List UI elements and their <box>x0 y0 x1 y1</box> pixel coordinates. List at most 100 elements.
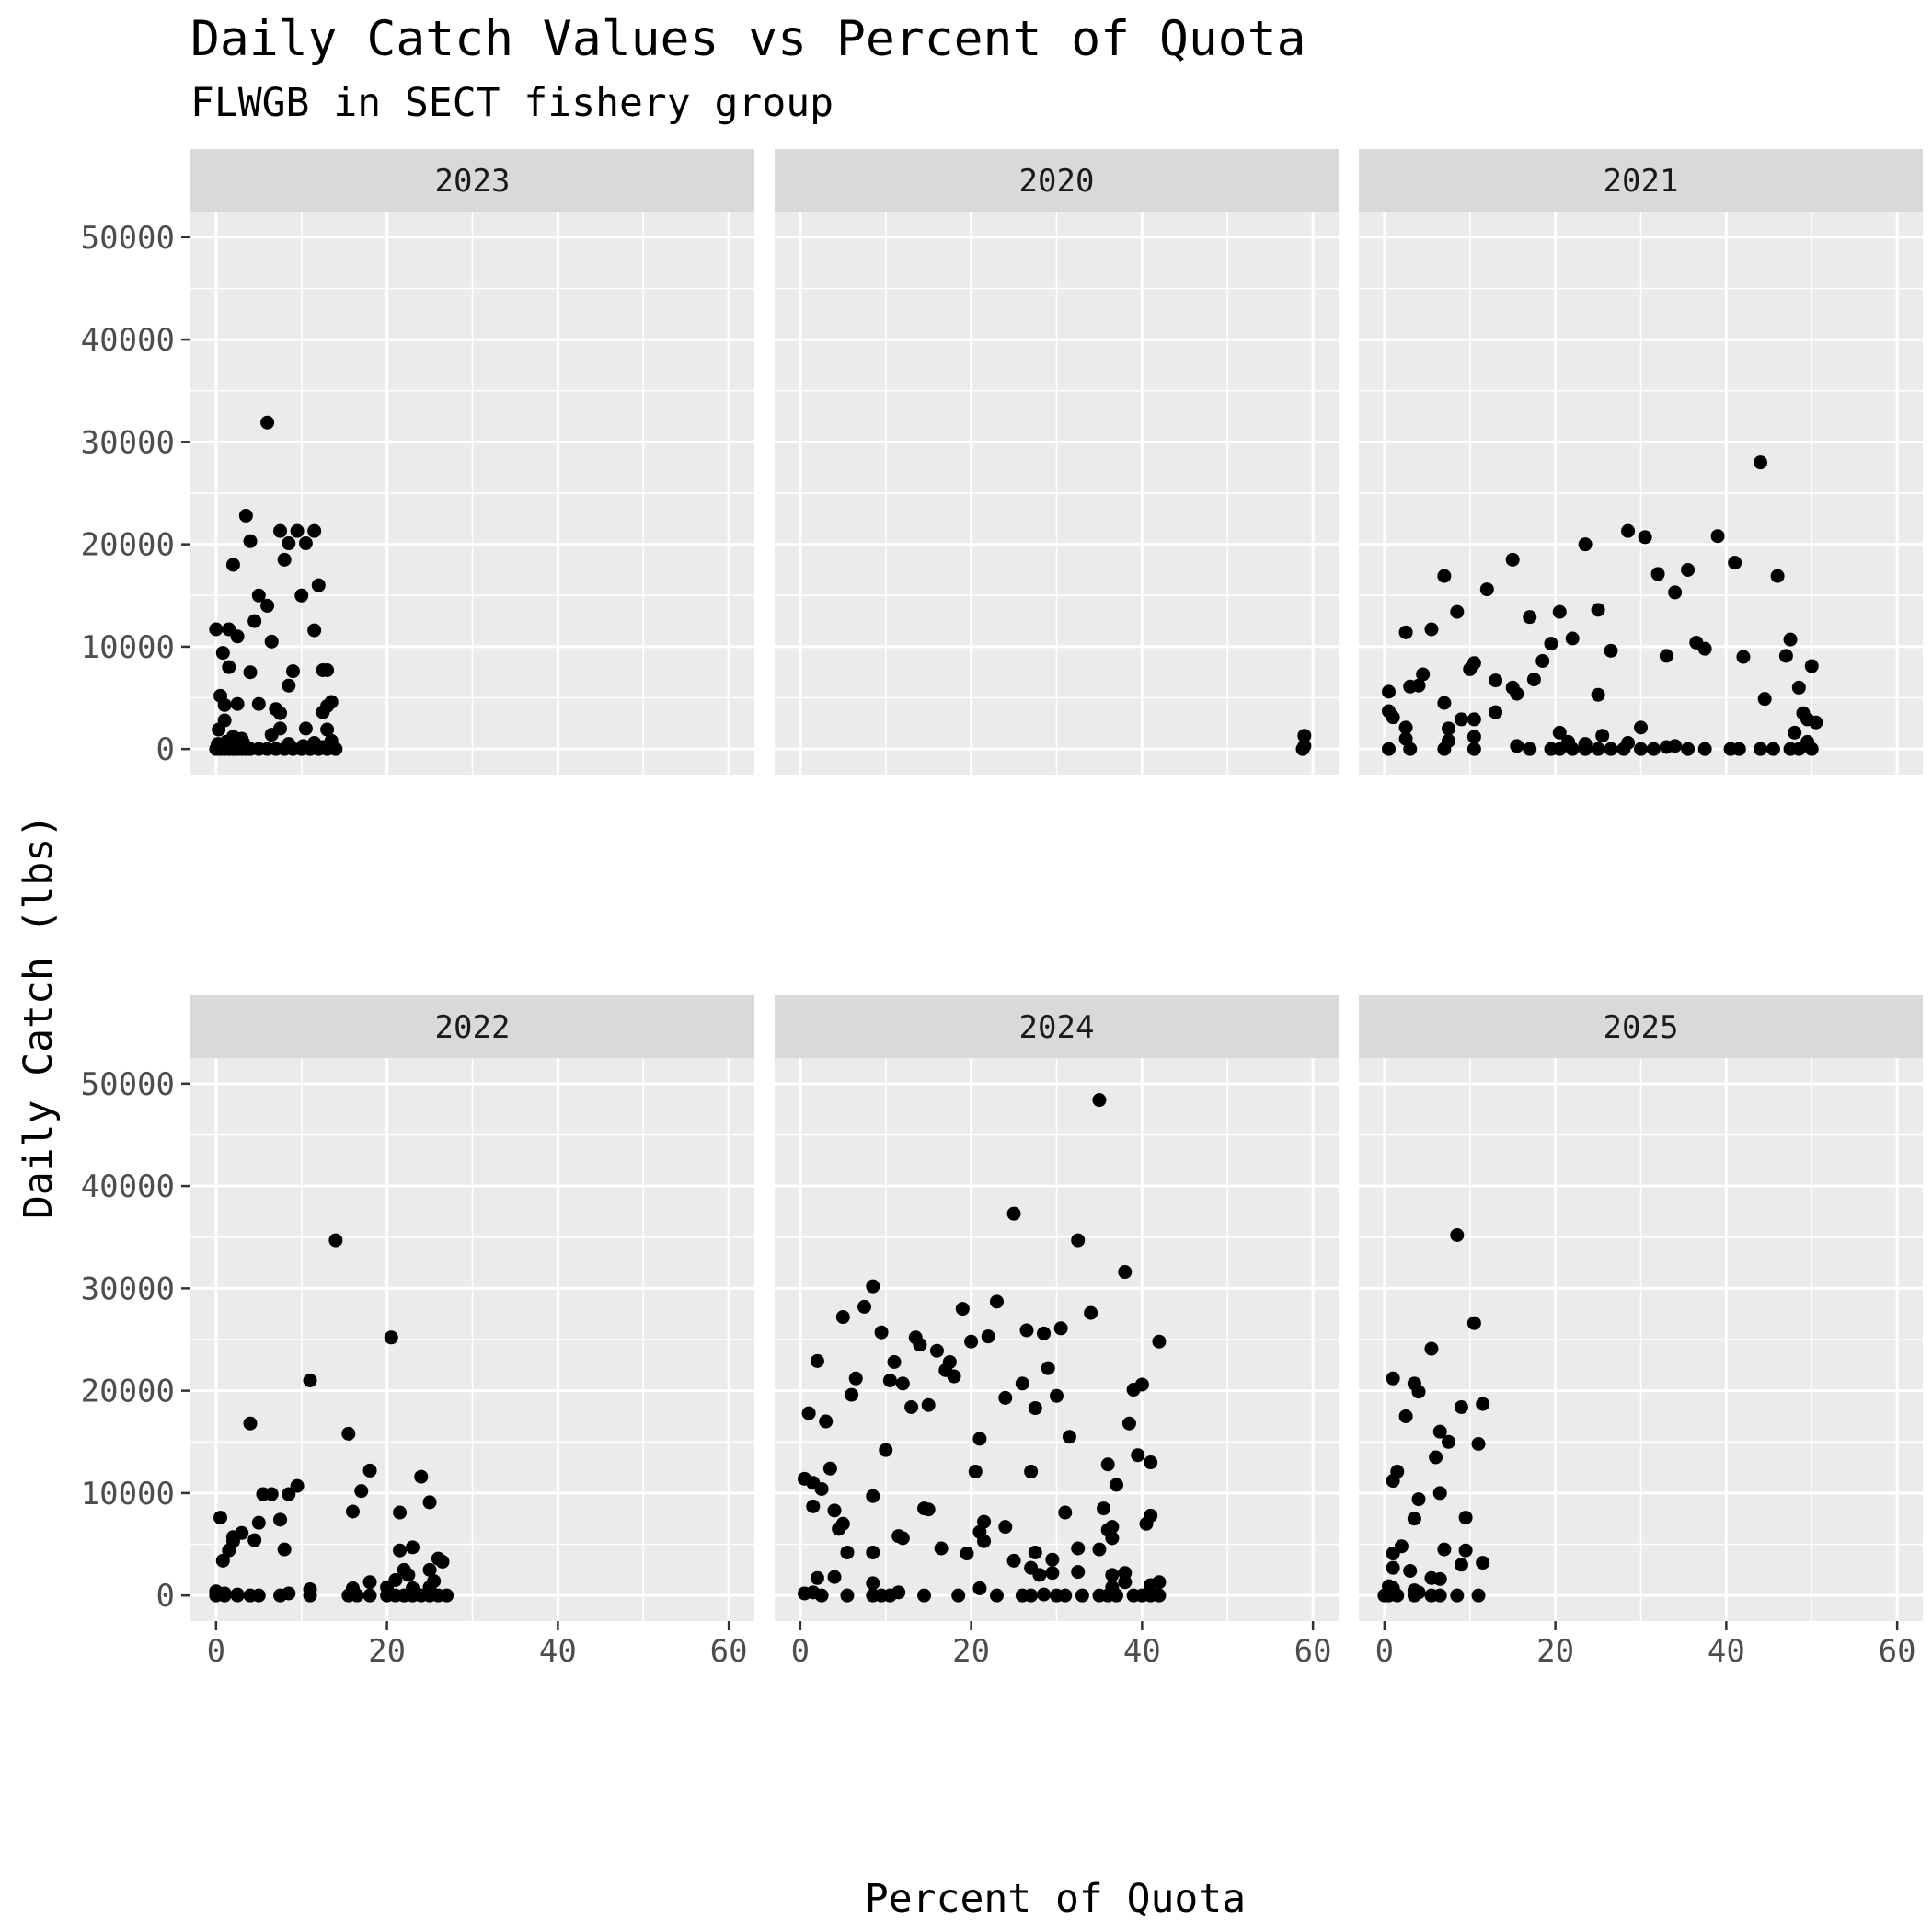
data-point <box>303 1588 317 1603</box>
data-point <box>913 1338 927 1352</box>
data-point <box>251 1515 266 1530</box>
data-point <box>960 1547 974 1561</box>
x-tick-label: 40 <box>1708 1633 1745 1670</box>
data-point <box>298 536 313 551</box>
facet-strip <box>775 995 1339 1058</box>
data-point <box>217 1588 232 1603</box>
facet-label: 2020 <box>1019 163 1095 200</box>
data-point <box>840 1588 855 1603</box>
data-point <box>1437 569 1452 583</box>
data-point <box>810 1353 824 1368</box>
data-point <box>1458 1511 1473 1525</box>
data-point <box>1442 721 1456 736</box>
data-point <box>1432 1424 1447 1439</box>
data-point <box>819 1414 834 1429</box>
data-point <box>1783 632 1798 647</box>
data-point <box>998 1520 1013 1535</box>
data-point <box>866 1279 880 1294</box>
data-point <box>801 1406 816 1420</box>
data-point <box>1382 684 1397 699</box>
data-point <box>307 623 322 638</box>
data-point <box>1432 1486 1447 1501</box>
data-point <box>1411 1385 1426 1399</box>
data-point <box>1544 637 1558 651</box>
data-point <box>904 1399 919 1414</box>
data-point <box>1466 742 1481 756</box>
data-point <box>814 1481 829 1496</box>
x-axis-title: Percent of Quota <box>865 1876 1246 1922</box>
data-point <box>848 1371 863 1386</box>
data-point <box>362 1588 377 1603</box>
data-point <box>1731 742 1746 756</box>
data-point <box>1045 1552 1060 1567</box>
data-point <box>238 508 253 523</box>
data-point <box>1006 1553 1021 1568</box>
chart-subtitle: FLWGB in SECT fishery group <box>190 80 834 126</box>
data-point <box>1638 530 1652 545</box>
data-point <box>845 1387 859 1402</box>
data-point <box>934 1541 949 1556</box>
x-tick-label: 20 <box>952 1633 990 1670</box>
data-point <box>440 1588 454 1603</box>
data-point <box>1131 1448 1145 1463</box>
data-point <box>1071 1565 1086 1580</box>
data-point <box>212 722 226 737</box>
data-point <box>921 1397 936 1412</box>
data-point <box>230 696 245 711</box>
data-point <box>895 1531 910 1546</box>
data-point <box>294 588 309 603</box>
data-point <box>320 722 335 737</box>
data-point <box>1757 692 1772 707</box>
data-point <box>1523 610 1537 625</box>
data-point <box>243 665 258 680</box>
data-point <box>303 1374 317 1388</box>
facet-label: 2024 <box>1019 1009 1095 1046</box>
data-point <box>1015 1376 1029 1391</box>
data-point <box>1437 696 1452 710</box>
facet-strip <box>775 149 1339 212</box>
data-point <box>921 1502 936 1517</box>
data-point <box>1041 1361 1055 1375</box>
data-point <box>947 1369 961 1384</box>
data-point <box>1432 1588 1447 1603</box>
data-point <box>1006 1206 1021 1221</box>
data-point <box>328 1233 343 1248</box>
data-point <box>866 1545 880 1559</box>
data-point <box>1510 686 1524 701</box>
x-tick-label: 0 <box>207 1633 225 1670</box>
data-point <box>230 1588 245 1603</box>
data-point <box>1398 1409 1413 1423</box>
data-point <box>1024 1588 1039 1603</box>
data-point <box>1071 1233 1086 1248</box>
data-point <box>1028 1401 1042 1416</box>
data-point <box>384 1330 398 1345</box>
data-point <box>866 1576 880 1591</box>
data-point <box>1450 604 1465 619</box>
data-point <box>1604 742 1618 756</box>
data-point <box>1578 537 1593 552</box>
data-point <box>1668 585 1683 600</box>
data-point <box>230 629 245 644</box>
data-point <box>405 1540 420 1555</box>
data-point <box>1139 1516 1154 1531</box>
data-point <box>840 1545 855 1559</box>
data-point <box>362 1575 377 1590</box>
data-point <box>1037 1326 1052 1340</box>
data-point <box>225 558 240 572</box>
data-point <box>1788 725 1802 740</box>
facet-label: 2022 <box>435 1009 511 1046</box>
data-point <box>260 598 275 613</box>
data-point <box>1386 1560 1400 1575</box>
data-point <box>1144 1455 1158 1470</box>
y-tick-label: 10000 <box>81 629 175 666</box>
data-point <box>393 1543 408 1558</box>
y-tick-label: 20000 <box>81 527 175 564</box>
data-point <box>264 728 279 742</box>
data-point <box>1578 742 1593 756</box>
data-point <box>1437 742 1452 756</box>
data-point <box>1097 1501 1111 1516</box>
data-point <box>1092 1542 1107 1557</box>
data-point <box>1463 661 1478 676</box>
data-point <box>1152 1575 1167 1590</box>
